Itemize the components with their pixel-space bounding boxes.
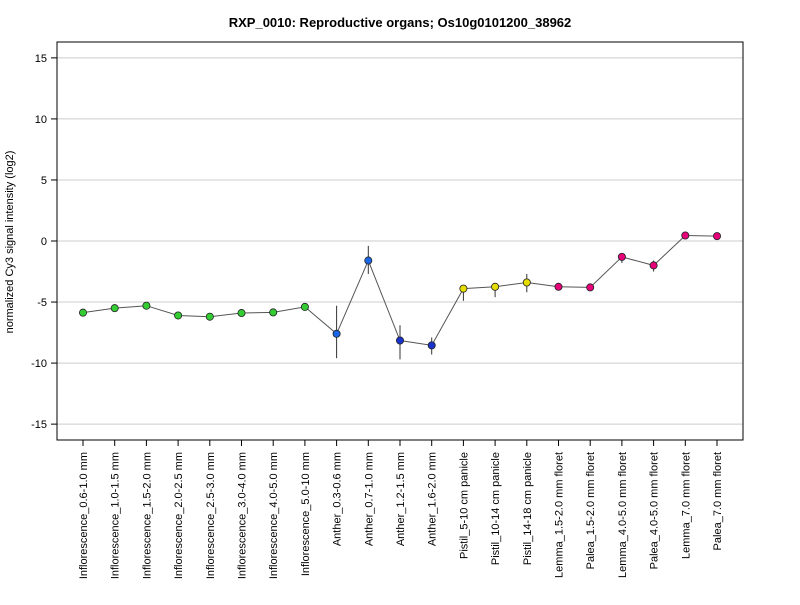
data-point [522, 278, 531, 287]
x-tick-label: Palea_4.0-5.0 mm floret [649, 452, 661, 569]
data-point [364, 256, 373, 265]
series [79, 231, 722, 360]
x-tick-label: Anther_1.2-1.5 mm [395, 452, 407, 546]
data-point [110, 304, 119, 313]
data-point [269, 308, 278, 317]
data-point [491, 282, 500, 291]
data-point [332, 329, 341, 338]
data-point [681, 231, 690, 240]
x-tick-label: Lemma_1.5-2.0 mm floret [554, 452, 566, 578]
data-point [395, 336, 404, 345]
x-tick-label: Palea_1.5-2.0 mm floret [585, 452, 597, 569]
x-tick-label: Palea_7.0 mm floret [712, 452, 724, 550]
y-tick-label: 15 [35, 53, 47, 65]
y-tick-label: -5 [37, 297, 47, 309]
data-point [237, 309, 246, 318]
x-tick-label: Inflorescence_1.0-1.5 mm [110, 452, 122, 579]
grid [57, 57, 743, 425]
x-tick-label: Inflorescence_2.5-3.0 mm [205, 452, 217, 579]
y-axis-label: normalized Cy3 signal intensity (log2) [4, 151, 16, 334]
y-tick-label: 5 [41, 175, 47, 187]
data-point [586, 283, 595, 292]
y-axis: -15 -10 -5 0 5 10 15 [31, 53, 57, 431]
y-tick-label: 0 [41, 236, 47, 248]
x-axis: Inflorescence_0.6-1.0 mm Inflorescence_1.… [78, 440, 724, 579]
x-tick-label: Pistil_5-10 cm panicle [458, 452, 470, 559]
data-point [617, 252, 626, 261]
plot-frame [56, 41, 744, 441]
y-tick-label: -10 [31, 358, 47, 370]
data-point [649, 261, 658, 270]
data-point [300, 302, 309, 311]
y-tick-label: 10 [35, 114, 47, 126]
x-tick-label: Inflorescence_2.0-2.5 mm [173, 452, 185, 579]
x-tick-label: Anther_0.7-1.0 mm [363, 452, 375, 546]
data-point [205, 312, 214, 321]
data-point [459, 284, 468, 293]
x-tick-label: Inflorescence_4.0-5.0 mm [268, 452, 280, 579]
data-point [427, 341, 436, 350]
data-point [142, 301, 151, 310]
chart-title: RXP_0010: Reproductive organs; Os10g0101… [229, 15, 572, 30]
x-tick-label: Inflorescence_5.0-10 mm [300, 452, 312, 576]
x-tick-label: Pistil_14-18 cm panicle [522, 452, 534, 565]
x-tick-label: Inflorescence_3.0-4.0 mm [237, 452, 249, 579]
data-point [174, 311, 183, 320]
x-tick-label: Inflorescence_0.6-1.0 mm [78, 452, 90, 579]
data-point [554, 282, 563, 291]
x-tick-label: Anther_0.3-0.6 mm [332, 452, 344, 546]
x-tick-label: Lemma_4.0-5.0 mm floret [617, 452, 629, 578]
y-tick-label: -15 [31, 419, 47, 431]
data-point [79, 308, 88, 317]
x-tick-label: Pistil_10-14 cm panicle [490, 452, 502, 565]
x-tick-label: Anther_1.6-2.0 mm [427, 452, 439, 546]
x-tick-label: Inflorescence_1.5-2.0 mm [141, 452, 153, 579]
x-tick-label: Lemma_7.0 mm floret [680, 452, 692, 559]
data-point [713, 232, 722, 241]
